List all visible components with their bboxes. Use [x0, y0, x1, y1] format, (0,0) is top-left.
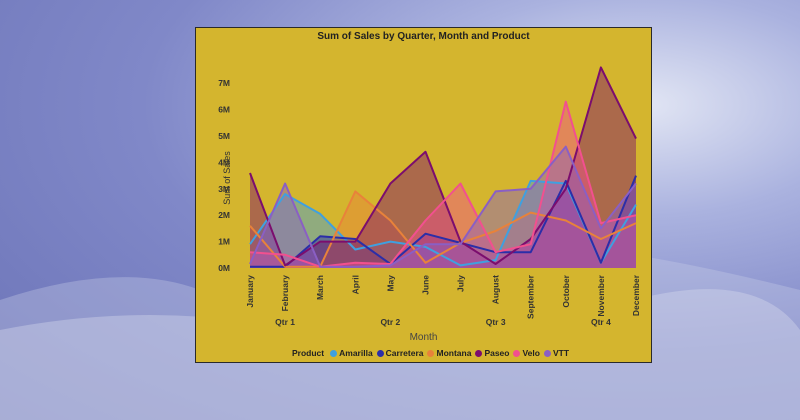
- x-tick-label: February: [280, 275, 290, 312]
- series-line-montana: [249, 190, 637, 268]
- legend-item-vtt: VTT: [543, 348, 570, 358]
- legend-label: Amarilla: [339, 348, 373, 358]
- series-line-paseo: [249, 66, 637, 267]
- x-tick-label: October: [561, 274, 571, 307]
- x-tick-label: September: [526, 274, 536, 319]
- y-tick-label: 6M: [218, 105, 230, 115]
- series-line-vtt: [249, 145, 637, 268]
- legend-marker: [330, 349, 338, 357]
- y-tick-label: 7M: [218, 78, 230, 88]
- y-tick-label: 0M: [218, 263, 230, 273]
- legend-label: Velo: [522, 348, 540, 358]
- legend-item-carretera: Carretera: [376, 348, 424, 358]
- chart-card: Sum of Sales by Quarter, Month and Produ…: [195, 27, 652, 363]
- legend-title: Product: [292, 348, 325, 358]
- legend-item-velo: Velo: [513, 348, 540, 358]
- legend-item-amarilla: Amarilla: [330, 348, 373, 358]
- x-tick-label: November: [596, 274, 606, 316]
- quarter-label: Qtr 4: [591, 317, 611, 327]
- x-tick-label: June: [420, 275, 430, 295]
- y-tick-label: 3M: [218, 184, 230, 194]
- x-tick-label: April: [350, 275, 360, 294]
- x-tick-label: March: [315, 275, 325, 300]
- legend-marker: [543, 349, 551, 357]
- y-tick-label: 4M: [218, 157, 230, 167]
- legend: Product Amarilla Carretera Montana Paseo Vel…: [292, 346, 573, 360]
- legend-marker: [376, 349, 384, 357]
- x-tick-label: January: [245, 275, 255, 308]
- series-line-carretera: [250, 175, 637, 268]
- legend-item-paseo: Paseo: [475, 348, 509, 358]
- x-tick-label: December: [631, 274, 641, 316]
- series-area-amarilla: [250, 180, 636, 268]
- quarter-label: Qtr 3: [486, 317, 506, 327]
- legend-item-montana: Montana: [427, 348, 471, 358]
- chart-title: Sum of Sales by Quarter, Month and Produ…: [317, 31, 530, 42]
- legend-label: VTT: [552, 348, 570, 358]
- quarter-label: Qtr 2: [380, 317, 400, 327]
- x-tick-label: July: [456, 275, 466, 292]
- legend-label: Paseo: [484, 348, 510, 358]
- quarter-label: Qtr 1: [275, 317, 295, 327]
- legend-label: Montana: [436, 348, 472, 358]
- legend-marker: [427, 349, 435, 357]
- series-line-velo: [249, 100, 637, 268]
- legend-label: Carretera: [385, 348, 424, 358]
- y-tick-label: 1M: [218, 237, 230, 247]
- x-tick-label: May: [385, 275, 395, 292]
- y-tick-label: 5M: [218, 131, 230, 141]
- plot-area: 0M 1M 2M 3M 4M 5M 6M 7M January February March Apri…: [218, 66, 641, 327]
- x-axis-label: Month: [409, 332, 438, 343]
- x-tick-label: August: [491, 275, 501, 304]
- series-area-carretera: [250, 175, 636, 268]
- legend-marker: [475, 349, 483, 357]
- y-tick-label: 2M: [218, 210, 230, 220]
- legend-marker: [513, 349, 521, 357]
- series-area-paseo: [250, 67, 636, 269]
- series-area-vtt: [250, 146, 636, 268]
